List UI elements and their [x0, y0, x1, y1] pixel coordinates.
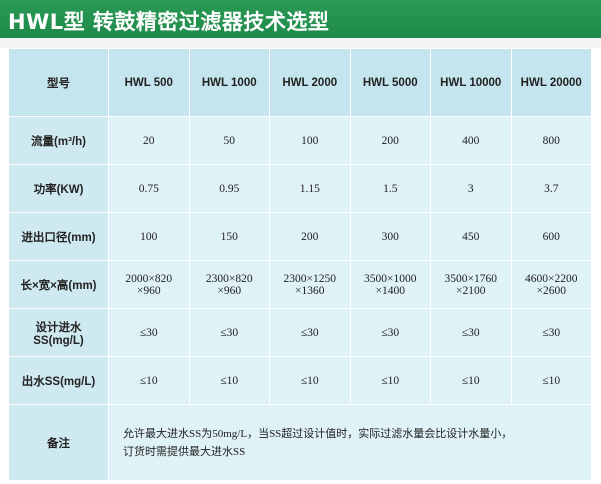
row-label: 出水SS(mg/L): [8, 356, 109, 405]
table-row: 功率(KW) 0.75 0.95 1.15 1.5 3 3.7: [8, 164, 592, 213]
dimension-line: ×2100: [456, 284, 486, 297]
model-col-header: HWL 5000: [349, 48, 431, 117]
table-row: 流量(m³/h) 20 50 100 200 400 800: [8, 116, 592, 165]
table-cell: 3500×1760 ×2100: [430, 260, 512, 309]
table-cell: ≤30: [510, 308, 592, 357]
table-cell: 800: [510, 116, 592, 165]
dimension-line: 2000×820: [125, 272, 173, 285]
model-col-header: HWL 1000: [188, 48, 270, 117]
model-col-header: HWL 500: [108, 48, 190, 117]
note-label: 备注: [8, 404, 109, 481]
table-cell: 100: [108, 212, 190, 261]
table-cell: ≤30: [108, 308, 190, 357]
dimension-line: 3500×1000: [364, 272, 417, 285]
table-cell: 2000×820 ×960: [108, 260, 190, 309]
table-cell: ≤10: [510, 356, 592, 405]
page-title: HWL型 转鼓精密过滤器技术选型: [8, 10, 330, 34]
table-cell: 20: [108, 116, 190, 165]
table-cell: ≤10: [430, 356, 512, 405]
table-cell: 0.75: [108, 164, 190, 213]
table-cell: ≤30: [430, 308, 512, 357]
row-label: 功率(KW): [8, 164, 109, 213]
table-cell: ≤10: [349, 356, 431, 405]
dimension-line: ×960: [136, 284, 161, 297]
dimension-line: ×960: [217, 284, 242, 297]
table-cell: 3: [430, 164, 512, 213]
model-header-row: 型号 HWL 500 HWL 1000 HWL 2000 HWL 5000 HW…: [8, 48, 592, 117]
table-cell: ≤10: [188, 356, 270, 405]
title-banner: HWL型 转鼓精密过滤器技术选型: [0, 0, 601, 38]
model-col-header: HWL 20000: [510, 48, 592, 117]
table-row: 设计进水SS(mg/L) ≤30 ≤30 ≤30 ≤30 ≤30 ≤30: [8, 308, 592, 357]
table-cell: 1.5: [349, 164, 431, 213]
table-cell: 1.15: [269, 164, 351, 213]
row-label: 流量(m³/h): [8, 116, 109, 165]
table-cell: ≤10: [108, 356, 190, 405]
table-cell: ≤30: [349, 308, 431, 357]
table-cell: 100: [269, 116, 351, 165]
table-cell: 2300×820 ×960: [188, 260, 270, 309]
note-line: 允许最大进水SS为50mg/L，当SS超过设计值时，实际过滤水量会比设计水量小，: [123, 427, 513, 440]
spec-table: 型号 HWL 500 HWL 1000 HWL 2000 HWL 5000 HW…: [8, 48, 592, 481]
banner-gap: [0, 38, 601, 48]
dimension-line: ×1400: [375, 284, 406, 297]
table-row: 进出口径(mm) 100 150 200 300 450 600: [8, 212, 592, 261]
model-col-header: HWL 10000: [430, 48, 512, 117]
table-cell: 200: [269, 212, 351, 261]
table-cell: ≤10: [269, 356, 351, 405]
table-cell: 3.7: [510, 164, 592, 213]
table-row: 长×宽×高(mm) 2000×820 ×960 2300×820 ×960 2300…: [8, 260, 592, 309]
table-cell: 3500×1000 ×1400: [349, 260, 431, 309]
dimension-line: ×2600: [536, 284, 567, 297]
dimension-line: 2300×1250: [283, 272, 337, 285]
dimension-line: 2300×820: [205, 272, 253, 285]
table-cell: 4600×2200 ×2600: [510, 260, 592, 309]
table-cell: ≤30: [269, 308, 351, 357]
table-cell: 200: [349, 116, 431, 165]
table-cell: 150: [188, 212, 270, 261]
table-cell: 50: [188, 116, 270, 165]
row-label: 长×宽×高(mm): [8, 260, 109, 309]
model-header-label: 型号: [8, 48, 109, 117]
table-row: 出水SS(mg/L) ≤10 ≤10 ≤10 ≤10 ≤10 ≤10: [8, 356, 592, 405]
table-cell: 2300×1250 ×1360: [269, 260, 351, 309]
table-cell: 600: [510, 212, 592, 261]
row-label: 设计进水SS(mg/L): [8, 308, 109, 357]
note-line: 订货时需提供最大进水SS: [123, 445, 246, 458]
model-col-header: HWL 2000: [269, 48, 351, 117]
table-cell: 400: [430, 116, 512, 165]
table-cell: 0.95: [188, 164, 270, 213]
table-cell: ≤30: [188, 308, 270, 357]
table-cell: 450: [430, 212, 512, 261]
row-label: 进出口径(mm): [8, 212, 109, 261]
note-text: 允许最大进水SS为50mg/L，当SS超过设计值时，实际过滤水量会比设计水量小，…: [108, 404, 592, 481]
dimension-line: 3500×1760: [444, 272, 498, 285]
note-row: 备注 允许最大进水SS为50mg/L，当SS超过设计值时，实际过滤水量会比设计水…: [8, 404, 592, 481]
table-cell: 300: [349, 212, 431, 261]
dimension-line: ×1360: [295, 284, 325, 297]
dimension-line: 4600×2200: [525, 272, 578, 285]
